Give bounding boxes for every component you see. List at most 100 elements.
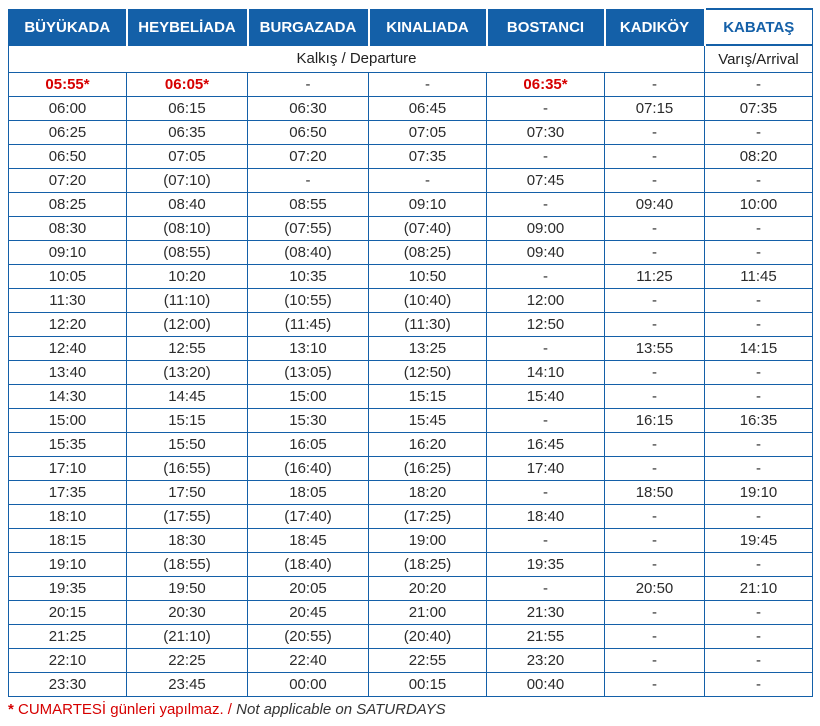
time-cell: 06:05*: [127, 73, 248, 97]
time-cell: (11:45): [248, 313, 369, 337]
time-cell: 07:05: [369, 121, 487, 145]
time-cell: 14:10: [487, 361, 605, 385]
time-cell: -: [605, 649, 705, 673]
time-cell: -: [705, 601, 813, 625]
time-cell: 10:35: [248, 265, 369, 289]
timetable: BÜYÜKADAHEYBELİADABURGAZADAKINALIADABOST…: [8, 8, 813, 697]
time-cell: 08:40: [127, 193, 248, 217]
time-cell: 23:20: [487, 649, 605, 673]
time-cell: -: [705, 385, 813, 409]
time-cell: 08:20: [705, 145, 813, 169]
table-row: 14:3014:4515:0015:1515:40--: [9, 385, 813, 409]
time-cell: (12:00): [127, 313, 248, 337]
arrival-label: Varış/Arrival: [705, 45, 813, 73]
time-cell: 12:00: [487, 289, 605, 313]
time-cell: 17:40: [487, 457, 605, 481]
time-cell: 23:30: [9, 673, 127, 697]
time-cell: 12:40: [9, 337, 127, 361]
time-cell: -: [605, 457, 705, 481]
time-cell: (18:25): [369, 553, 487, 577]
table-row: 21:25(21:10)(20:55)(20:40)21:55--: [9, 625, 813, 649]
time-cell: 20:05: [248, 577, 369, 601]
time-cell: 19:10: [705, 481, 813, 505]
time-cell: 16:35: [705, 409, 813, 433]
time-cell: (08:55): [127, 241, 248, 265]
time-cell: 12:50: [487, 313, 605, 337]
time-cell: 20:45: [248, 601, 369, 625]
subheader-row: Kalkış / Departure Varış/Arrival: [9, 45, 813, 73]
time-cell: -: [705, 553, 813, 577]
time-cell: 16:15: [605, 409, 705, 433]
time-cell: 15:00: [248, 385, 369, 409]
time-cell: 23:45: [127, 673, 248, 697]
footnote-star: *: [8, 701, 18, 718]
time-cell: -: [487, 409, 605, 433]
time-cell: 09:00: [487, 217, 605, 241]
time-cell: (17:55): [127, 505, 248, 529]
time-cell: 15:40: [487, 385, 605, 409]
time-cell: 15:30: [248, 409, 369, 433]
time-cell: -: [487, 577, 605, 601]
table-row: 08:30(08:10)(07:55)(07:40)09:00--: [9, 217, 813, 241]
time-cell: 19:10: [9, 553, 127, 577]
time-cell: 14:45: [127, 385, 248, 409]
time-cell: 20:30: [127, 601, 248, 625]
time-cell: (07:40): [369, 217, 487, 241]
time-cell: 07:35: [705, 97, 813, 121]
table-row: 05:55*06:05*--06:35*--: [9, 73, 813, 97]
footnote-en: Not applicable on SATURDAYS: [236, 701, 446, 718]
time-cell: 21:25: [9, 625, 127, 649]
table-row: 22:1022:2522:4022:5523:20--: [9, 649, 813, 673]
time-cell: 12:55: [127, 337, 248, 361]
time-cell: 06:50: [248, 121, 369, 145]
time-cell: 15:15: [127, 409, 248, 433]
time-cell: 20:15: [9, 601, 127, 625]
time-cell: 12:20: [9, 313, 127, 337]
time-cell: 21:10: [705, 577, 813, 601]
time-cell: 15:35: [9, 433, 127, 457]
time-cell: (13:20): [127, 361, 248, 385]
table-row: 11:30(11:10)(10:55)(10:40)12:00--: [9, 289, 813, 313]
time-cell: -: [705, 433, 813, 457]
time-cell: 20:20: [369, 577, 487, 601]
table-row: 06:0006:1506:3006:45-07:1507:35: [9, 97, 813, 121]
time-cell: (11:30): [369, 313, 487, 337]
time-cell: 18:10: [9, 505, 127, 529]
time-cell: (20:40): [369, 625, 487, 649]
time-cell: (13:05): [248, 361, 369, 385]
time-cell: (21:10): [127, 625, 248, 649]
time-cell: (20:55): [248, 625, 369, 649]
time-cell: 07:20: [248, 145, 369, 169]
time-cell: 06:50: [9, 145, 127, 169]
time-cell: 14:15: [705, 337, 813, 361]
time-cell: 18:20: [369, 481, 487, 505]
time-cell: (08:10): [127, 217, 248, 241]
time-cell: -: [605, 505, 705, 529]
time-cell: 19:35: [9, 577, 127, 601]
header-row: BÜYÜKADAHEYBELİADABURGAZADAKINALIADABOST…: [9, 9, 813, 45]
time-cell: 16:45: [487, 433, 605, 457]
time-cell: (12:50): [369, 361, 487, 385]
table-row: 19:10(18:55)(18:40)(18:25)19:35--: [9, 553, 813, 577]
table-row: 10:0510:2010:3510:50-11:2511:45: [9, 265, 813, 289]
table-row: 23:3023:4500:0000:1500:40--: [9, 673, 813, 697]
time-cell: -: [705, 73, 813, 97]
time-cell: -: [705, 121, 813, 145]
time-cell: 06:15: [127, 97, 248, 121]
departure-label: Kalkış / Departure: [9, 45, 705, 73]
time-cell: 18:45: [248, 529, 369, 553]
time-cell: 09:10: [369, 193, 487, 217]
time-cell: 08:25: [9, 193, 127, 217]
time-cell: 07:45: [487, 169, 605, 193]
time-cell: 22:10: [9, 649, 127, 673]
time-cell: -: [605, 625, 705, 649]
time-cell: 19:00: [369, 529, 487, 553]
time-cell: -: [605, 73, 705, 97]
time-cell: 15:00: [9, 409, 127, 433]
time-cell: -: [248, 169, 369, 193]
time-cell: (17:40): [248, 505, 369, 529]
table-row: 15:0015:1515:3015:45-16:1516:35: [9, 409, 813, 433]
time-cell: 05:55*: [9, 73, 127, 97]
column-header-5: KADIKÖY: [605, 9, 705, 45]
time-cell: 18:05: [248, 481, 369, 505]
